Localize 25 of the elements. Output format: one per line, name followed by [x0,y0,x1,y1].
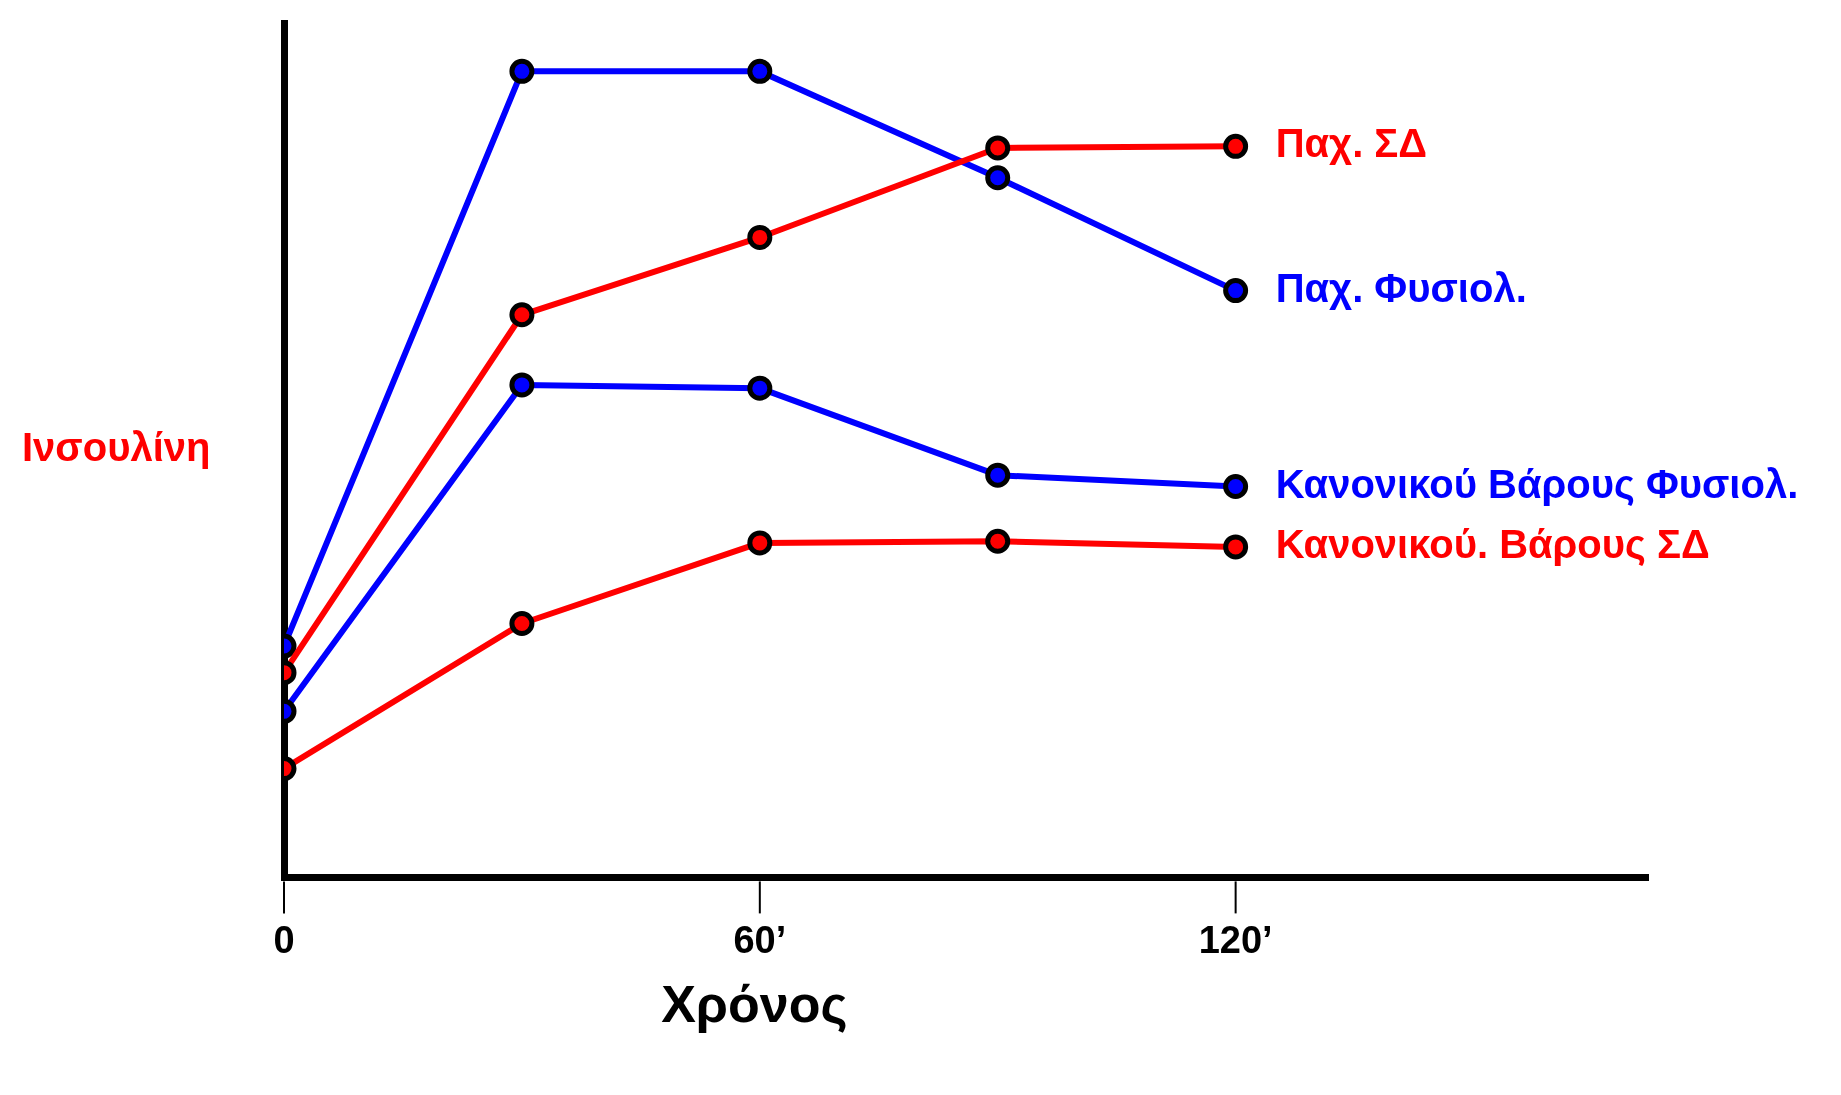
point [985,528,1011,554]
point [747,58,773,84]
x-tick-label: 120’ [1198,918,1273,961]
series-label: Κανονικού Βάρους Φυσιολ. [1275,461,1799,507]
point [747,530,773,556]
point [509,302,535,328]
series-label: Παχ. Φυσιολ. [1275,265,1527,310]
point [985,135,1011,161]
x-tick-label: 0 [273,918,295,961]
point [1223,534,1249,560]
point [1223,278,1249,304]
point [509,611,535,636]
point [985,165,1011,191]
point [985,462,1011,488]
series-label: Κανονικού. Βάρους ΣΔ [1275,521,1710,567]
point [747,375,773,401]
point [509,58,535,84]
point [747,224,773,250]
point [509,372,535,398]
point [1223,473,1249,499]
x-tick-label: 60’ [733,918,787,961]
x-axis-title: Χρόνος [661,974,848,1033]
y-axis-title: Ινσουλίνη [22,425,211,470]
series-label: Παχ. ΣΔ [1275,121,1428,166]
point [1223,133,1249,159]
